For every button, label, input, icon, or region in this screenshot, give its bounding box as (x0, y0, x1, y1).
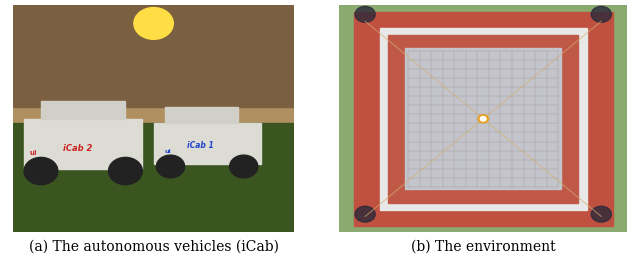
Circle shape (134, 8, 173, 39)
Circle shape (24, 157, 58, 185)
Circle shape (109, 157, 142, 185)
Bar (13, 123, 294, 232)
Circle shape (591, 206, 611, 222)
Circle shape (478, 115, 488, 123)
Text: iCab 1: iCab 1 (188, 141, 214, 150)
Circle shape (355, 6, 375, 22)
Text: (a) The autonomous vehicles (iCab): (a) The autonomous vehicles (iCab) (29, 239, 278, 253)
Circle shape (591, 6, 611, 22)
Bar (41, 101, 125, 119)
Text: iCab 2: iCab 2 (63, 144, 93, 153)
Circle shape (481, 116, 486, 121)
Text: ui: ui (29, 150, 37, 156)
Bar (380, 28, 587, 210)
Bar (154, 123, 260, 164)
Text: (b) The environment: (b) The environment (411, 239, 556, 253)
Circle shape (156, 155, 184, 178)
Circle shape (355, 206, 375, 222)
Bar (13, 5, 294, 130)
Bar (406, 48, 561, 189)
Bar (388, 35, 579, 203)
Circle shape (230, 155, 258, 178)
Bar (165, 107, 238, 123)
Bar (24, 119, 142, 169)
Bar (13, 5, 294, 107)
Text: ui: ui (165, 149, 172, 154)
